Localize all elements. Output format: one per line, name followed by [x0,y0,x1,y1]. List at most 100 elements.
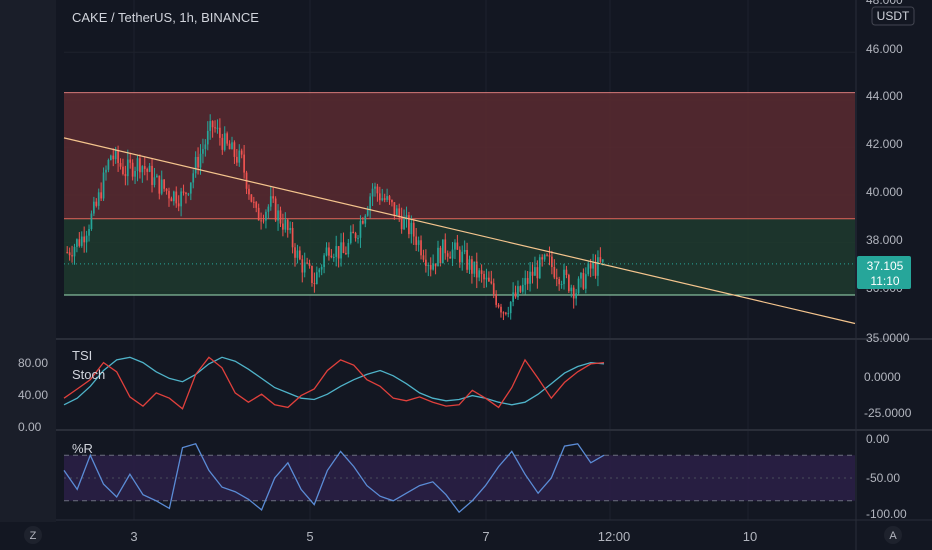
candle-body [570,287,573,292]
williams-r-axis-tick: 0.00 [866,432,890,446]
candle-body [563,269,565,285]
candle-body [541,257,544,260]
candle-body [134,170,136,177]
candle-body [274,198,277,221]
candle-body [124,174,127,177]
candle-body [444,239,447,254]
candle-body [66,252,69,254]
candle-body [122,166,124,175]
symbol-title[interactable]: CAKE / TetherUS, 1h, BINANCE [72,10,259,25]
candle-body [289,227,292,231]
candle-body [226,133,229,144]
stoch-legend[interactable]: Stoch [72,367,105,382]
candle-body [432,263,434,270]
williams-r-legend[interactable]: %R [72,441,93,456]
candle-body [194,156,197,174]
currency-badge[interactable] [871,6,915,26]
candle-body [129,159,132,163]
price-axis-tick: 44.000 [866,89,903,103]
candle-body [260,220,262,222]
candle-body [340,242,342,259]
candle-body [568,275,570,292]
candle-body [434,263,437,267]
candle-body [199,153,202,168]
candle-body [156,175,158,178]
candle-body [507,313,510,315]
candle-body [492,283,495,295]
candle-body [233,142,236,157]
candle-body [495,294,498,305]
candle-body [555,277,558,280]
resistance-zone[interactable] [64,92,855,219]
candle-body [189,182,192,194]
candle-body [519,286,522,292]
candle-body [168,190,170,199]
candle-body [599,257,602,262]
candle-body [236,156,238,163]
candle-body [529,271,531,284]
candle-body [109,155,112,160]
candle-body [197,156,199,168]
candle-body [265,211,267,221]
candle-body [362,220,364,224]
candle-body [330,255,333,258]
left-toolbar [0,0,56,522]
candle-body [526,278,529,284]
candle-body [71,255,73,257]
candle-body [398,208,401,217]
candle-body [475,261,478,278]
candle-body [248,188,250,195]
candle-body [250,194,253,202]
auto-scale-button[interactable] [884,526,902,544]
zoom-button[interactable] [24,526,42,544]
candle-body [76,239,78,247]
candle-body [163,179,165,189]
candle-body [85,235,88,243]
candle-body [386,196,388,200]
candle-body [395,208,398,216]
candle-body [366,209,369,216]
candle-body [378,193,381,201]
tsi-indicator-lines [63,356,605,410]
tsi-axis-tick: 0.0000 [864,370,901,384]
time-axis-tick: 10 [743,529,757,544]
candle-body [286,219,289,231]
price-axis-tick: 42.000 [866,137,903,151]
candle-body [408,215,410,235]
candle-body [565,269,568,276]
candle-body [301,259,304,273]
candle-body [192,173,195,183]
candle-body [228,143,231,150]
trendline[interactable] [63,137,856,325]
candle-body [538,257,541,279]
candle-body [509,301,512,314]
candle-body [458,249,461,263]
candle-body [422,255,425,260]
tsi-legend[interactable]: TSI [72,348,92,363]
candle-body [376,186,379,194]
candle-body [461,251,464,263]
candle-body [272,196,275,199]
candle-body [577,278,580,294]
candle-body [291,227,294,248]
tsi-axis-tick: -25.0000 [864,406,912,420]
candle-body [466,250,468,270]
candle-body [463,250,466,252]
price-axis-tick: 40.000 [866,185,903,199]
candle-body [141,166,144,173]
candle-body [139,158,141,173]
candle-body [584,274,587,289]
candle-body [107,159,110,170]
candle-body [88,229,90,236]
candle-body [546,254,548,256]
candle-body [177,203,180,207]
candle-body [337,246,340,259]
candle-body [240,150,243,155]
candle-body [451,249,454,259]
candle-body [551,256,553,268]
candle-body [388,196,391,201]
candle-body [282,223,284,230]
time-axis[interactable]: 3 5 7 12:00 10 [130,529,757,544]
price-axis[interactable]: 48.00046.00044.00042.00040.00038.00036.0… [864,0,912,521]
